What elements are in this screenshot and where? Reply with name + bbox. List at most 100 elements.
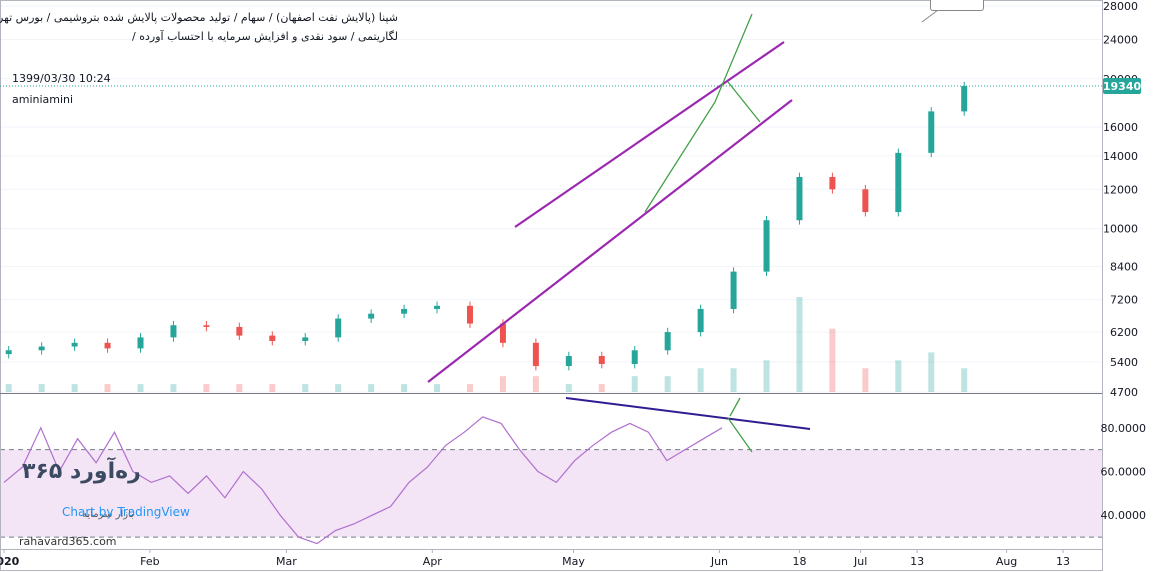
volume-bar	[269, 384, 276, 392]
rsi-tick-label: 40.0000	[1101, 509, 1147, 522]
watermark-logo: ره‌آورد ۳۶۵ بازار سرمایه Chart by Tradin…	[10, 455, 195, 535]
volume-bar	[203, 384, 210, 392]
time-tick-label: 13	[1056, 555, 1070, 568]
volume-bar	[829, 328, 836, 392]
candle-body	[730, 271, 737, 309]
time-tick-label: Mar	[276, 555, 297, 568]
price-pane-grid	[0, 5, 1102, 393]
volume-bar	[71, 384, 78, 392]
time-tick-label: Jul	[853, 555, 867, 568]
volume-bar	[697, 368, 704, 392]
tradingview-credit: Chart by TradingView	[62, 505, 190, 519]
volume-bar	[598, 384, 605, 392]
candle-body	[137, 337, 144, 349]
candle-body	[697, 308, 704, 333]
candle-body	[961, 86, 968, 112]
price-tick-label: 28000	[1103, 0, 1138, 13]
volume-bar	[170, 384, 177, 392]
price-tick-label: 10000	[1103, 223, 1138, 236]
trend-line-up	[644, 13, 753, 213]
volume-bars	[5, 297, 968, 392]
volume-bar	[631, 376, 638, 392]
candle-body	[236, 326, 243, 336]
price-tick-label: 12000	[1103, 183, 1138, 196]
candle-body	[401, 308, 408, 314]
volume-bar	[895, 360, 902, 392]
volume-bar	[302, 384, 309, 392]
volume-bar	[532, 376, 539, 392]
candle-body	[203, 325, 210, 327]
candle-body	[38, 346, 45, 351]
volume-bar	[401, 384, 408, 392]
volume-bar	[137, 384, 144, 392]
candle-body	[565, 356, 572, 367]
time-tick-label: Apr	[423, 555, 443, 568]
volume-bar	[236, 384, 243, 392]
price-tick-label: 7200	[1110, 294, 1138, 307]
candle-body	[71, 342, 78, 347]
rsi-line	[3, 416, 723, 545]
time-tick-label: Aug	[996, 555, 1017, 568]
rsi-series	[3, 397, 811, 545]
volume-bar	[499, 376, 506, 392]
volume-bar	[466, 384, 473, 392]
chart-datestamp: 1399/03/30 10:24	[12, 72, 111, 85]
candle-body	[104, 342, 111, 349]
trend-line-down	[727, 81, 761, 123]
watermark-subtext: بازار سرمایه	[82, 509, 134, 520]
candle-body	[862, 189, 869, 213]
rsi-trend-up	[729, 397, 741, 417]
time-tick-label: 2020	[0, 555, 20, 568]
time-tick-label: Jun	[710, 555, 728, 568]
price-tick-label: 5400	[1110, 356, 1138, 369]
candle-body	[302, 337, 309, 341]
candle-body	[532, 342, 539, 367]
rsi-tick-label: 80.0000	[1101, 422, 1147, 435]
candle-body	[895, 152, 902, 213]
volume-bar	[104, 384, 111, 392]
time-tick-label: Feb	[140, 555, 159, 568]
channel-lower-line	[427, 99, 793, 383]
volume-bar	[928, 352, 935, 392]
volume-bar	[862, 368, 869, 392]
candle-body	[796, 176, 803, 221]
candle-body	[928, 111, 935, 153]
volume-bar	[664, 376, 671, 392]
candle-body	[763, 220, 770, 272]
candle-body	[499, 323, 506, 343]
volume-bar	[434, 384, 441, 392]
volume-bar	[368, 384, 375, 392]
volume-bar	[5, 384, 12, 392]
time-tick-label: May	[562, 555, 585, 568]
candle-body	[434, 305, 441, 309]
volume-bar	[763, 360, 770, 392]
price-tick-label: 16000	[1103, 121, 1138, 134]
last-price-tag	[1103, 78, 1141, 95]
price-tick-label: 24000	[1103, 33, 1138, 46]
channel-upper-line	[514, 41, 785, 228]
annotation-callout[interactable]	[930, 0, 984, 11]
candle-body	[170, 325, 177, 338]
price-tick-label: 14000	[1103, 150, 1138, 163]
candle-body	[5, 350, 12, 355]
candle-body	[664, 332, 671, 351]
candle-body	[631, 350, 638, 364]
rsi-divergence-line	[565, 397, 811, 430]
chart-frame	[0, 0, 1103, 571]
candle-body	[829, 176, 836, 190]
watermark-site: rahavard365.com	[19, 535, 117, 548]
volume-bar	[565, 384, 572, 392]
watermark-logo-text: ره‌آورد ۳۶۵	[22, 459, 141, 484]
volume-bar	[730, 368, 737, 392]
candlestick-series	[5, 81, 968, 371]
candle-body	[466, 305, 473, 324]
chart-subtitle: لگاریتمی / سود نقدی و افزایش سرمایه با ا…	[132, 30, 398, 43]
volume-bar	[38, 384, 45, 392]
chart-author: aminiamini	[12, 93, 74, 106]
candle-body	[598, 356, 605, 364]
candle-body	[269, 335, 276, 341]
price-tick-label: 8400	[1110, 260, 1138, 273]
rsi-pane-grid	[0, 449, 1102, 538]
volume-bar	[335, 384, 342, 392]
volume-bar	[796, 297, 803, 392]
